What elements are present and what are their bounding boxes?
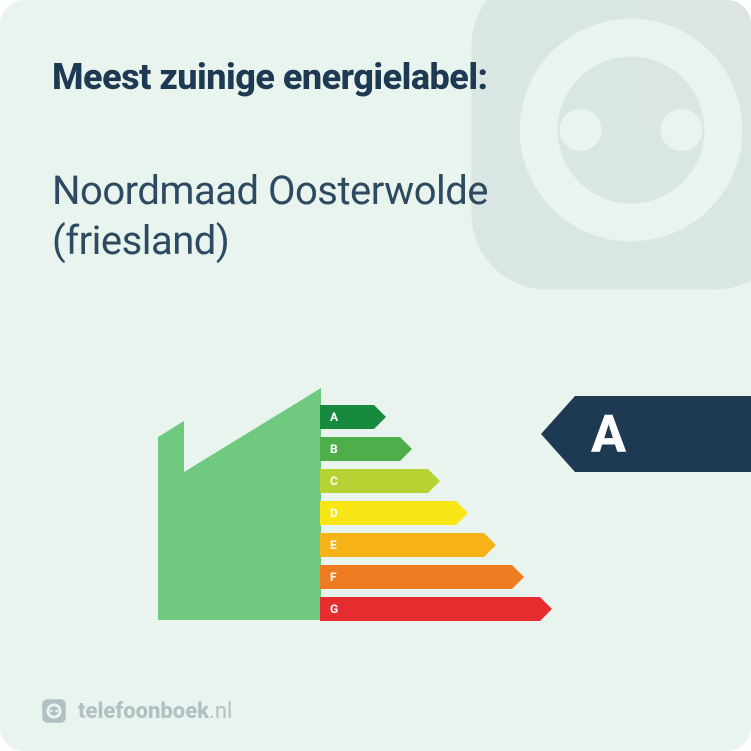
footer-text: telefoonboek.nl <box>78 699 232 724</box>
energy-bar-label: B <box>320 437 400 461</box>
energy-bar-g: G <box>320 594 540 624</box>
energy-bar-label: E <box>320 533 484 557</box>
card-subtitle: Noordmaad Oosterwolde (friesland) <box>52 166 699 266</box>
energy-bar-label: F <box>320 565 512 589</box>
energy-bar-f: F <box>320 562 540 592</box>
energy-bars: ABCDEFG <box>320 402 540 626</box>
energy-bar-label: A <box>320 405 374 429</box>
energy-label-graphic: ABCDEFG A <box>0 378 751 638</box>
rating-arrow-tip <box>541 396 575 472</box>
footer-logo-icon <box>40 697 68 725</box>
rating-letter: A <box>575 396 751 472</box>
energy-bar-a: A <box>320 402 540 432</box>
footer-text-rest: .nl <box>209 699 232 724</box>
energy-bar-label: D <box>320 501 456 525</box>
house-icon <box>158 388 324 628</box>
energy-bar-e: E <box>320 530 540 560</box>
subtitle-line-1: Noordmaad Oosterwolde <box>52 167 488 214</box>
footer-text-bold: telefoonboek <box>78 699 209 724</box>
footer-brand: telefoonboek.nl <box>40 697 232 725</box>
energy-bar-d: D <box>320 498 540 528</box>
rating-arrow: A <box>541 396 751 472</box>
energy-bar-b: B <box>320 434 540 464</box>
energy-bar-label: C <box>320 469 428 493</box>
energy-bar-label: G <box>320 597 540 621</box>
card-title: Meest zuinige energielabel: <box>52 56 699 98</box>
energy-label-card: Meest zuinige energielabel: Noordmaad Oo… <box>0 0 751 751</box>
subtitle-line-2: (friesland) <box>52 217 229 264</box>
energy-bar-c: C <box>320 466 540 496</box>
